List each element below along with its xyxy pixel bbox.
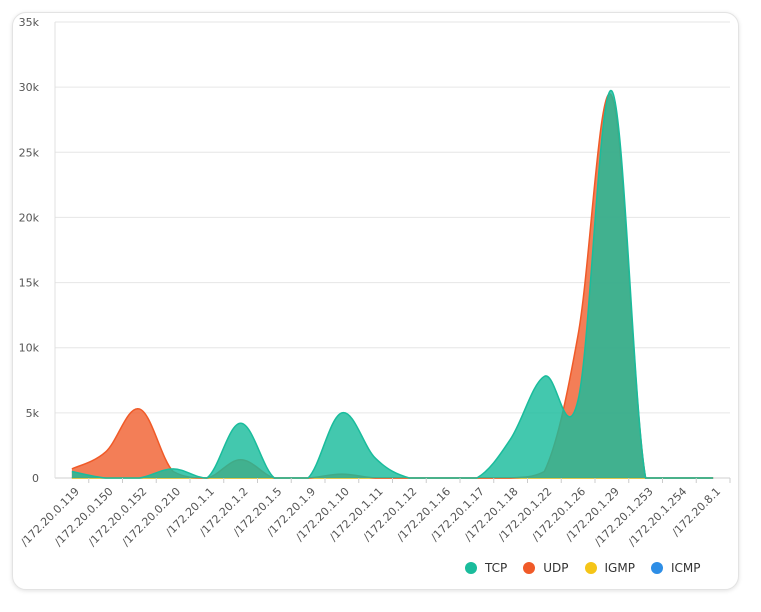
legend-item-tcp[interactable]: TCP — [465, 561, 507, 575]
y-tick-label: 30k — [19, 81, 40, 94]
y-tick-label: 35k — [19, 16, 40, 29]
y-tick-label: 0 — [32, 472, 39, 485]
legend-item-icmp[interactable]: ICMP — [650, 561, 701, 575]
x-tick-label: /172.20.0.150 — [52, 485, 116, 549]
tcp-area — [71, 90, 714, 478]
x-tick-label: /172.20.1.253 — [592, 485, 656, 549]
y-tick-label: 20k — [19, 211, 40, 224]
legend-swatch — [650, 562, 663, 574]
y-tick-label: 5k — [26, 407, 40, 420]
series-areas — [71, 90, 714, 479]
tcp-line — [71, 90, 714, 479]
y-tick-label: 10k — [19, 342, 40, 355]
x-tick-label: /172.20.0.152 — [86, 485, 150, 549]
legend-label: UDP — [543, 561, 569, 575]
x-tick-label: /172.20.0.119 — [18, 485, 82, 549]
legend-swatch — [465, 562, 477, 574]
x-tick-label: /172.20.0.210 — [119, 485, 183, 549]
legend-label: ICMP — [670, 561, 701, 575]
legend: TCP UDP IGMP ICMP — [465, 561, 700, 575]
y-tick-label: 25k — [19, 146, 40, 159]
legend-swatch — [584, 562, 597, 574]
legend-item-igmp[interactable]: IGMP — [584, 561, 635, 575]
legend-item-udp[interactable]: UDP — [523, 561, 569, 575]
legend-label: TCP — [485, 561, 508, 575]
legend-label: IGMP — [604, 561, 635, 575]
y-axis: 0 5k 10k 15k 20k 25k 30k 35k — [19, 16, 40, 485]
x-tick-label: /172.20.1.254 — [626, 485, 690, 549]
y-tick-label: 15k — [19, 277, 40, 290]
legend-swatch — [523, 562, 536, 574]
x-axis: /172.20.0.119/172.20.0.150/172.20.0.152/… — [18, 478, 731, 549]
